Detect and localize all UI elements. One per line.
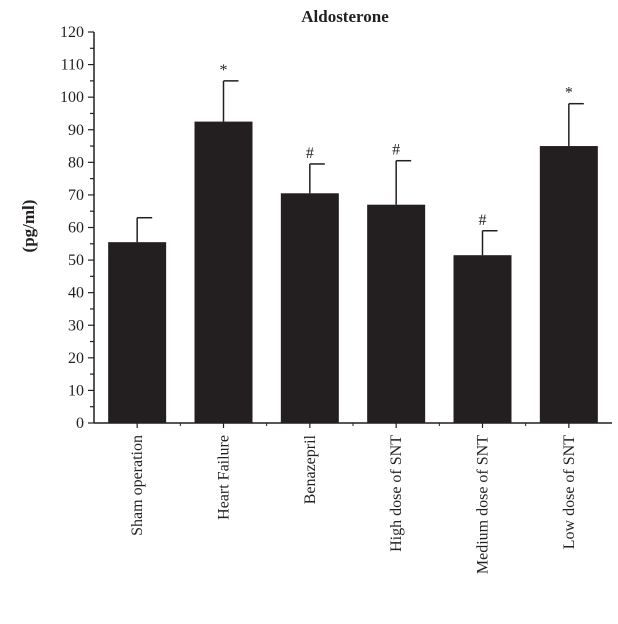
- y-tick-label: 100: [60, 89, 84, 106]
- significance-marker: #: [306, 145, 314, 162]
- y-tick-label: 30: [68, 317, 84, 334]
- y-tick-label: 50: [68, 252, 84, 269]
- x-category-label: Low dose of SNT: [561, 435, 578, 549]
- y-tick-label: 20: [68, 350, 84, 367]
- significance-marker: #: [479, 212, 487, 229]
- bar: [367, 204, 426, 423]
- x-category-label: Heart Failure: [216, 435, 233, 520]
- y-tick-label: 90: [68, 122, 84, 139]
- significance-marker: *: [565, 85, 573, 102]
- bar: [280, 193, 339, 423]
- bar: [539, 146, 598, 423]
- y-tick-label: 110: [61, 57, 84, 74]
- bar: [108, 242, 167, 423]
- y-axis-label: (pg/ml): [19, 200, 38, 253]
- x-category-label: Benazepril: [302, 434, 319, 504]
- bar: [453, 255, 512, 423]
- x-category-label: Sham operation: [129, 435, 146, 536]
- bar: [194, 121, 253, 424]
- x-category-label: Medium dose of SNT: [475, 435, 492, 574]
- y-tick-label: 10: [68, 382, 84, 399]
- y-tick-label: 60: [68, 220, 84, 237]
- significance-marker: *: [220, 62, 228, 79]
- y-tick-label: 0: [76, 415, 84, 432]
- x-category-label: High dose of SNT: [388, 435, 405, 552]
- y-tick-label: 70: [68, 187, 84, 204]
- y-tick-label: 80: [68, 154, 84, 171]
- y-tick-label: 120: [60, 24, 84, 41]
- significance-marker: #: [392, 142, 400, 159]
- chart-title: Aldosterone: [301, 7, 389, 26]
- plot-area: 0 10 20 30 40 50 60 70 80 90 100 110 120 Sham operati…: [60, 24, 612, 574]
- y-tick-label: 40: [68, 285, 84, 302]
